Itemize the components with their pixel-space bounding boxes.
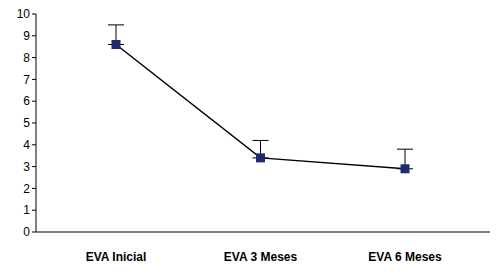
svg-text:4: 4 <box>23 138 30 152</box>
svg-text:8: 8 <box>23 51 30 65</box>
svg-text:EVA Inicial: EVA Inicial <box>86 250 147 264</box>
svg-text:3: 3 <box>23 160 30 174</box>
svg-text:7: 7 <box>23 73 30 87</box>
svg-text:0: 0 <box>23 225 30 239</box>
svg-text:1: 1 <box>23 203 30 217</box>
svg-text:5: 5 <box>23 116 30 130</box>
svg-text:6: 6 <box>23 94 30 108</box>
svg-text:EVA 6 Meses: EVA 6 Meses <box>368 250 442 264</box>
svg-text:2: 2 <box>23 182 30 196</box>
svg-text:10: 10 <box>17 8 31 21</box>
svg-text:9: 9 <box>23 29 30 43</box>
svg-text:EVA 3 Meses: EVA 3 Meses <box>224 250 298 264</box>
